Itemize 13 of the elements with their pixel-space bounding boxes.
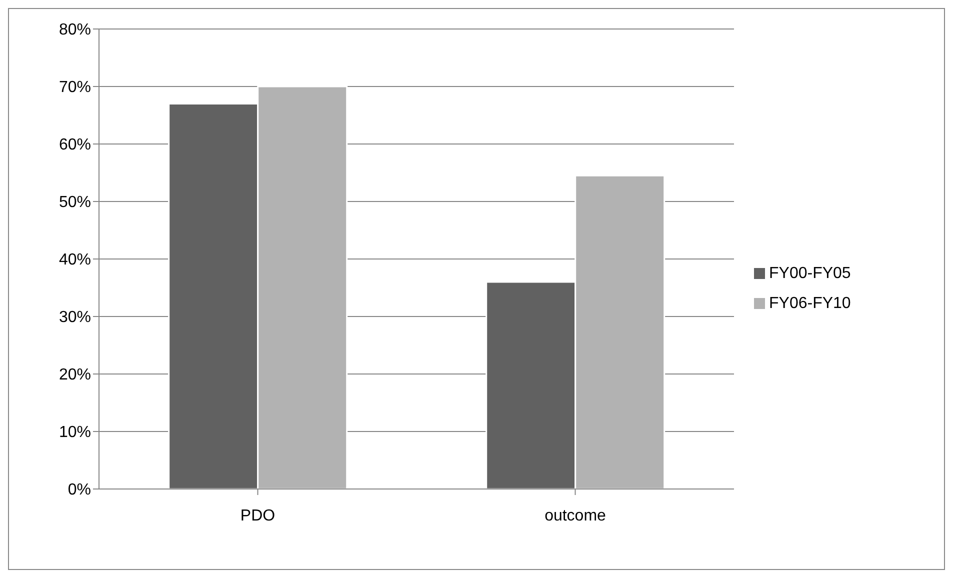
y-tick-label: 70%	[58, 79, 91, 96]
y-tick-label: 80%	[58, 22, 91, 39]
x-tick-label: outcome	[544, 507, 606, 524]
y-tick-label: 0%	[68, 482, 91, 499]
y-tick-label: 50%	[58, 194, 91, 212]
legend-label: FY00-FY05	[769, 265, 851, 282]
y-tick-label: 20%	[58, 366, 91, 384]
y-tick-label: 10%	[58, 424, 91, 442]
y-tick-label: 30%	[58, 309, 91, 326]
x-tick-label: PDO	[240, 507, 276, 524]
y-tick-label: 60%	[58, 136, 91, 154]
y-tick-label: 40%	[58, 252, 91, 269]
legend-label: FY06-FY10	[769, 295, 851, 312]
